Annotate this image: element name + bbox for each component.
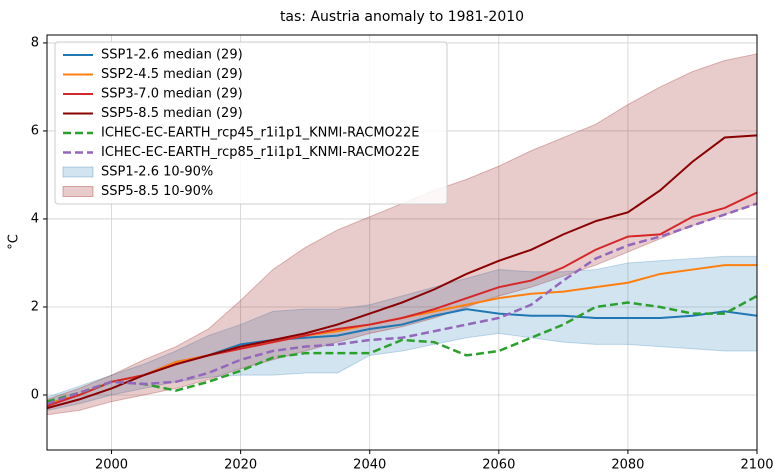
y-tick-label: 2 [31, 299, 39, 314]
plot-area [47, 53, 757, 416]
x-tick-label: 2040 [353, 458, 386, 473]
line [47, 202, 757, 405]
legend-label: SSP1-2.6 median (29) [101, 48, 243, 63]
y-tick-label: 8 [31, 35, 39, 50]
legend-label: SSP5-8.5 median (29) [101, 106, 243, 121]
legend-label: SSP5-8.5 10-90% [101, 184, 213, 199]
x-tick-label: 2080 [611, 458, 644, 473]
legend-label: SSP2-4.5 median (29) [101, 67, 243, 82]
legend-box [54, 41, 448, 205]
legend-label: SSP1-2.6 10-90% [101, 165, 213, 180]
x-tick-label: 2020 [224, 458, 257, 473]
y-tick-label: 6 [31, 123, 39, 138]
chart-title: tas: Austria anomaly to 1981-2010 [280, 9, 524, 25]
legend-label: ICHEC-EC-EARTH_rcp45_r1i1p1_KNMI-RACMO22… [101, 126, 420, 141]
x-tick-label: 2060 [482, 458, 515, 473]
legend-swatch [62, 166, 94, 178]
y-tick-label: 4 [31, 211, 39, 226]
plot-frame [46, 34, 758, 451]
x-tick-label: 2100 [740, 458, 773, 473]
x-tick-label: 2000 [95, 458, 128, 473]
line [47, 134, 757, 410]
line [47, 294, 757, 403]
legend-swatch [62, 186, 94, 197]
y-axis-label: °C [7, 234, 22, 250]
legend-label: ICHEC-EC-EARTH_rcp85_r1i1p1_KNMI-RACMO22… [101, 145, 420, 160]
band [47, 255, 757, 411]
y-tick-label: 0 [31, 387, 39, 402]
legend-label: SSP3-7.0 median (29) [101, 87, 243, 102]
